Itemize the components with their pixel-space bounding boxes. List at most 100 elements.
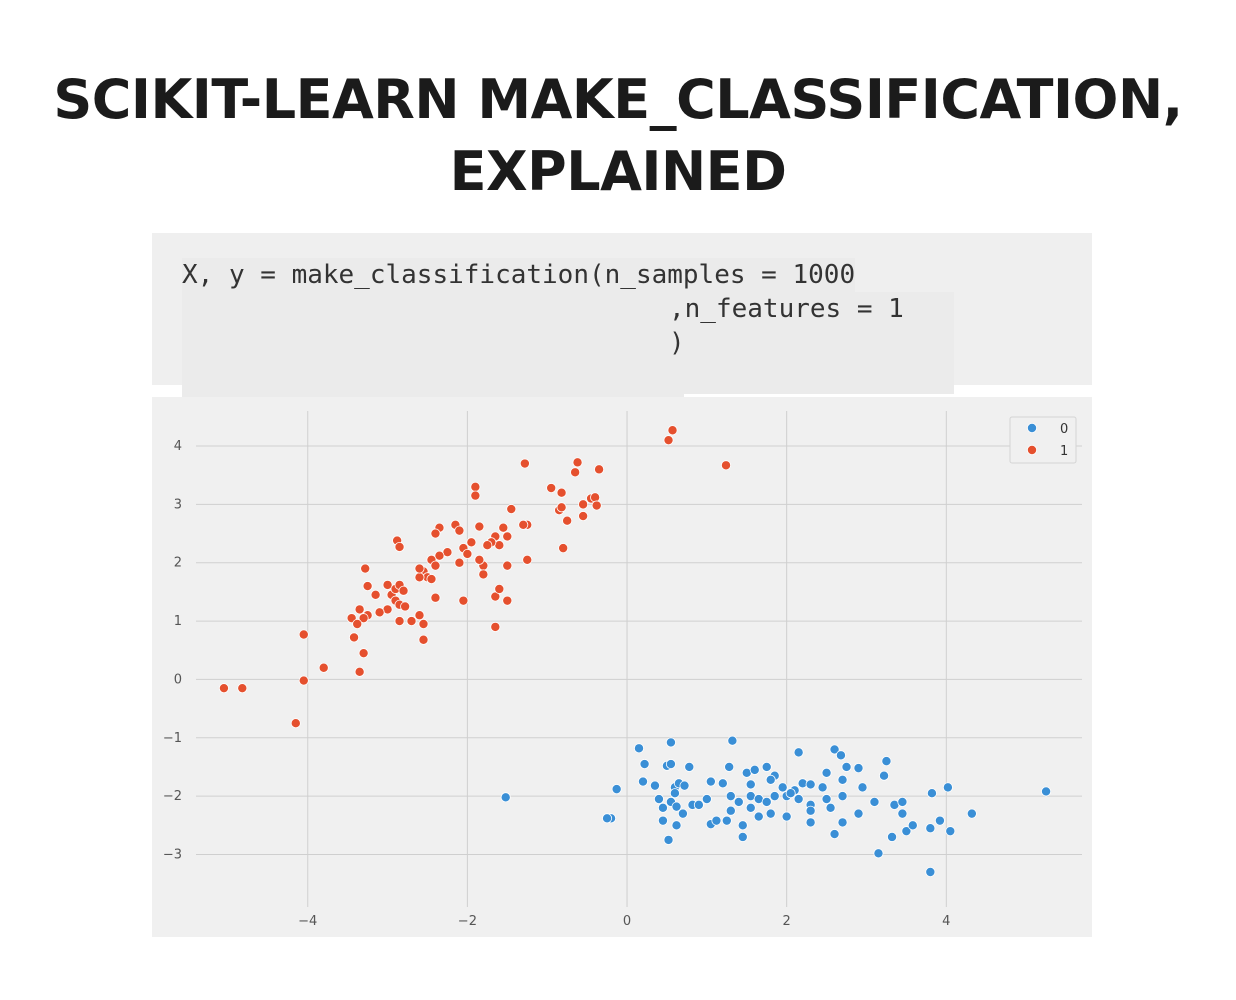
- data-point-class-1: [454, 525, 465, 536]
- data-point-class-1: [352, 618, 363, 629]
- legend-label-1: 1: [1060, 444, 1068, 459]
- y-tick-label: −3: [163, 847, 182, 862]
- legend-box: [1009, 416, 1077, 464]
- data-point-class-1: [362, 581, 373, 592]
- data-point-class-1: [426, 574, 437, 585]
- code-line-2: ,n_features = 1: [669, 292, 904, 326]
- data-point-class-0: [679, 780, 690, 791]
- code-line-3: ): [669, 328, 685, 358]
- data-point-class-1: [721, 460, 732, 471]
- data-point-class-1: [398, 585, 409, 596]
- data-point-class-1: [556, 502, 567, 513]
- data-point-class-1: [522, 554, 533, 565]
- data-point-class-0: [925, 823, 936, 834]
- data-point-class-0: [711, 815, 722, 826]
- data-point-class-1: [502, 595, 513, 606]
- data-point-class-0: [725, 791, 736, 802]
- data-point-class-1: [502, 560, 513, 571]
- data-point-class-0: [745, 802, 756, 813]
- data-point-class-0: [727, 735, 738, 746]
- data-point-class-0: [853, 763, 864, 774]
- data-point-class-0: [829, 744, 840, 755]
- data-point-class-1: [298, 675, 309, 686]
- data-point-class-0: [765, 774, 776, 785]
- data-point-class-0: [671, 801, 682, 812]
- data-point-class-1: [298, 629, 309, 640]
- data-point-class-1: [570, 467, 581, 478]
- data-point-class-0: [684, 761, 695, 772]
- data-point-class-0: [725, 805, 736, 816]
- x-tick-label: 0: [623, 914, 631, 929]
- data-point-class-0: [500, 792, 511, 803]
- data-point-class-1: [474, 521, 485, 532]
- data-point-class-0: [777, 782, 788, 793]
- data-point-class-1: [430, 592, 441, 603]
- data-point-class-0: [897, 808, 908, 819]
- legend: 01: [1009, 416, 1077, 464]
- data-point-class-0: [611, 784, 622, 795]
- legend-marker-0: [1027, 422, 1038, 433]
- data-point-class-0: [793, 794, 804, 805]
- data-point-class-1: [498, 522, 509, 533]
- data-point-class-1: [406, 616, 417, 627]
- data-point-class-1: [546, 483, 557, 494]
- page-title: SCIKIT-LEARN MAKE_CLASSIFICATION, EXPLAI…: [0, 64, 1236, 208]
- y-tick-label: −2: [163, 789, 182, 804]
- data-point-class-0: [671, 820, 682, 831]
- data-point-class-1: [358, 648, 369, 659]
- data-point-class-1: [430, 528, 441, 539]
- data-point-class-0: [942, 782, 953, 793]
- data-point-class-0: [805, 779, 816, 790]
- data-point-class-1: [506, 504, 517, 515]
- title-line-1: SCIKIT-LEARN MAKE_CLASSIFICATION,: [53, 68, 1183, 131]
- data-point-class-0: [745, 779, 756, 790]
- data-point-class-1: [490, 621, 501, 632]
- x-tick-label: −2: [458, 914, 477, 929]
- data-point-class-1: [414, 563, 425, 574]
- data-point-class-1: [370, 589, 381, 600]
- data-point-class-0: [781, 811, 792, 822]
- y-tick-label: −1: [163, 731, 182, 746]
- data-point-class-1: [358, 613, 369, 624]
- data-point-class-1: [290, 718, 301, 729]
- data-point-class-0: [879, 770, 890, 781]
- data-point-class-1: [558, 543, 569, 554]
- data-point-class-0: [769, 791, 780, 802]
- data-point-class-0: [907, 820, 918, 831]
- data-point-class-0: [693, 799, 704, 810]
- data-point-class-0: [837, 774, 848, 785]
- data-point-class-0: [873, 848, 884, 859]
- data-point-class-1: [502, 531, 513, 542]
- data-point-class-1: [591, 500, 602, 511]
- data-point-class-0: [887, 831, 898, 842]
- data-point-class-0: [657, 802, 668, 813]
- data-point-class-0: [925, 866, 936, 877]
- data-point-class-1: [470, 481, 481, 492]
- data-point-class-0: [837, 791, 848, 802]
- data-point-class-0: [934, 815, 945, 826]
- data-point-class-1: [237, 683, 248, 694]
- data-point-class-1: [562, 515, 573, 526]
- data-point-class-1: [394, 541, 405, 552]
- data-point-class-0: [717, 778, 728, 789]
- y-tick-label: 2: [174, 556, 182, 571]
- data-point-class-1: [414, 610, 425, 621]
- data-point-class-0: [765, 808, 776, 819]
- data-point-class-1: [430, 560, 441, 571]
- data-point-class-0: [945, 826, 956, 837]
- data-point-class-0: [701, 794, 712, 805]
- data-point-class-1: [478, 569, 489, 580]
- data-point-class-0: [705, 776, 716, 787]
- data-point-class-1: [667, 425, 678, 436]
- data-point-class-0: [829, 829, 840, 840]
- x-tick-label: −4: [298, 914, 317, 929]
- data-point-class-1: [349, 632, 360, 643]
- code-line-1: X, y = make_classification(n_samples = 1…: [182, 258, 856, 292]
- data-point-class-1: [556, 487, 567, 498]
- data-point-class-0: [721, 815, 732, 826]
- data-point-class-1: [466, 537, 477, 548]
- data-point-class-1: [374, 607, 385, 618]
- data-point-class-1: [663, 435, 674, 446]
- data-point-class-0: [633, 743, 644, 754]
